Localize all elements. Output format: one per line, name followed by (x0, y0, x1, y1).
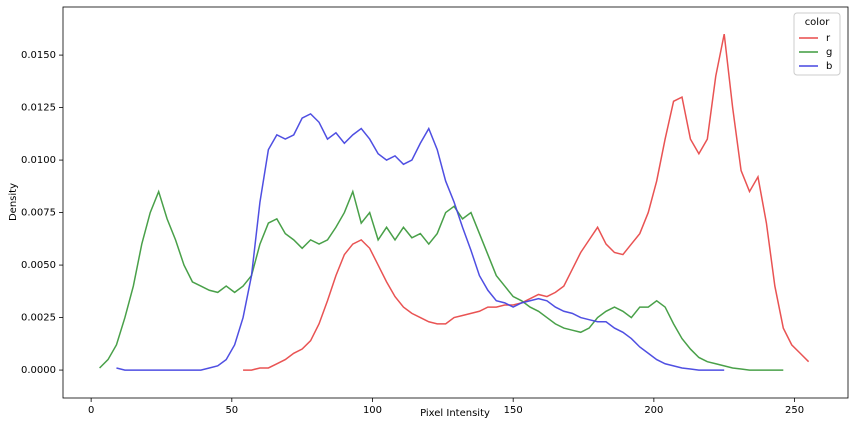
x-tick-label: 0 (88, 405, 94, 416)
y-axis-label: Density (8, 183, 19, 221)
y-tick-label: 0.0075 (21, 208, 56, 219)
x-tick-label: 150 (504, 405, 523, 416)
x-axis-label: Pixel Intensity (420, 408, 490, 419)
plot-frame (62, 6, 849, 399)
y-tick-label: 0.0025 (21, 313, 56, 324)
legend-title: color (805, 17, 831, 28)
x-tick-label: 100 (363, 405, 382, 416)
legend-label: b (826, 61, 832, 72)
y-tick-label: 0.0150 (21, 50, 56, 61)
legend-box (793, 12, 841, 76)
y-tick-label: 0.0125 (21, 103, 56, 114)
legend-label: g (826, 47, 832, 58)
line-series (243, 33, 810, 371)
line-series (99, 189, 784, 371)
y-tick-label: 0.0100 (21, 155, 56, 166)
x-tick-label: 250 (785, 405, 804, 416)
line-series (116, 112, 725, 371)
y-tick-label: 0.0000 (21, 365, 56, 376)
x-tick-label: 200 (644, 405, 663, 416)
y-tick-label: 0.0050 (21, 260, 56, 271)
x-tick-label: 50 (225, 405, 238, 416)
legend-label: r (826, 33, 831, 44)
legend: color rgb (793, 12, 841, 76)
